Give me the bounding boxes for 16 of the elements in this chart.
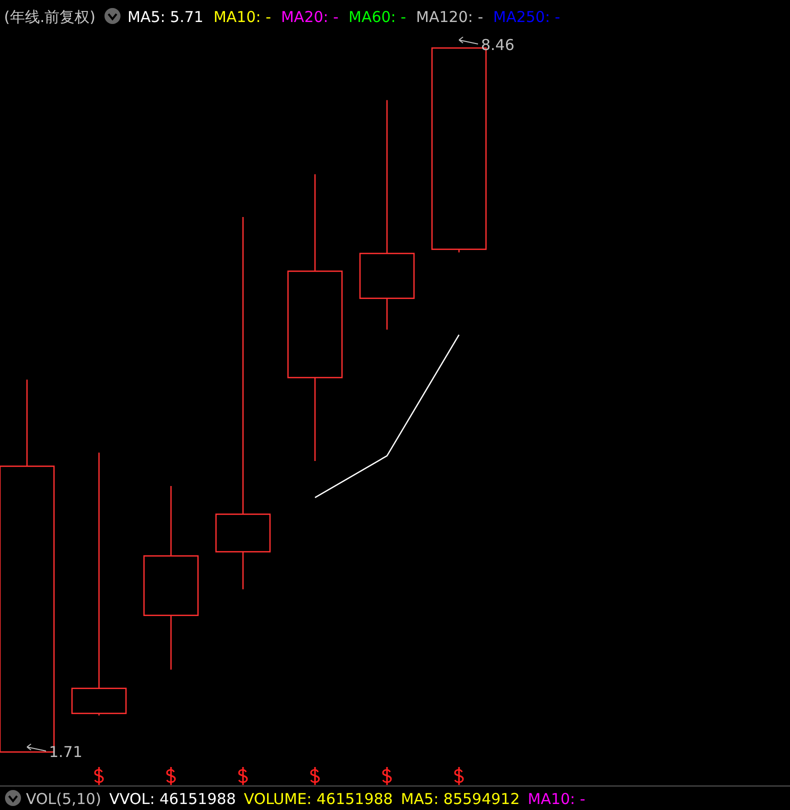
text: MA60: - [348, 8, 406, 26]
text: VOL(5,10) [26, 790, 102, 808]
candlestick [215, 216, 271, 590]
text: MA10: - [213, 8, 271, 26]
text: MA20: - [280, 8, 339, 26]
text: MA10: - [528, 790, 586, 808]
annotation: 8.46 [481, 36, 514, 54]
candlestick [71, 452, 127, 716]
text: MA120: - [416, 8, 484, 26]
annotation: 1.71 [49, 743, 82, 761]
text: VOLUME: 46151988 [244, 790, 393, 808]
text: VVOL: 46151988 [109, 790, 236, 808]
text: MA250: - [493, 8, 560, 26]
chart-title: (年线.前复权) [4, 8, 96, 26]
text: MA5: 85594912 [400, 790, 520, 808]
text: MA5: 5.71 [127, 8, 204, 26]
